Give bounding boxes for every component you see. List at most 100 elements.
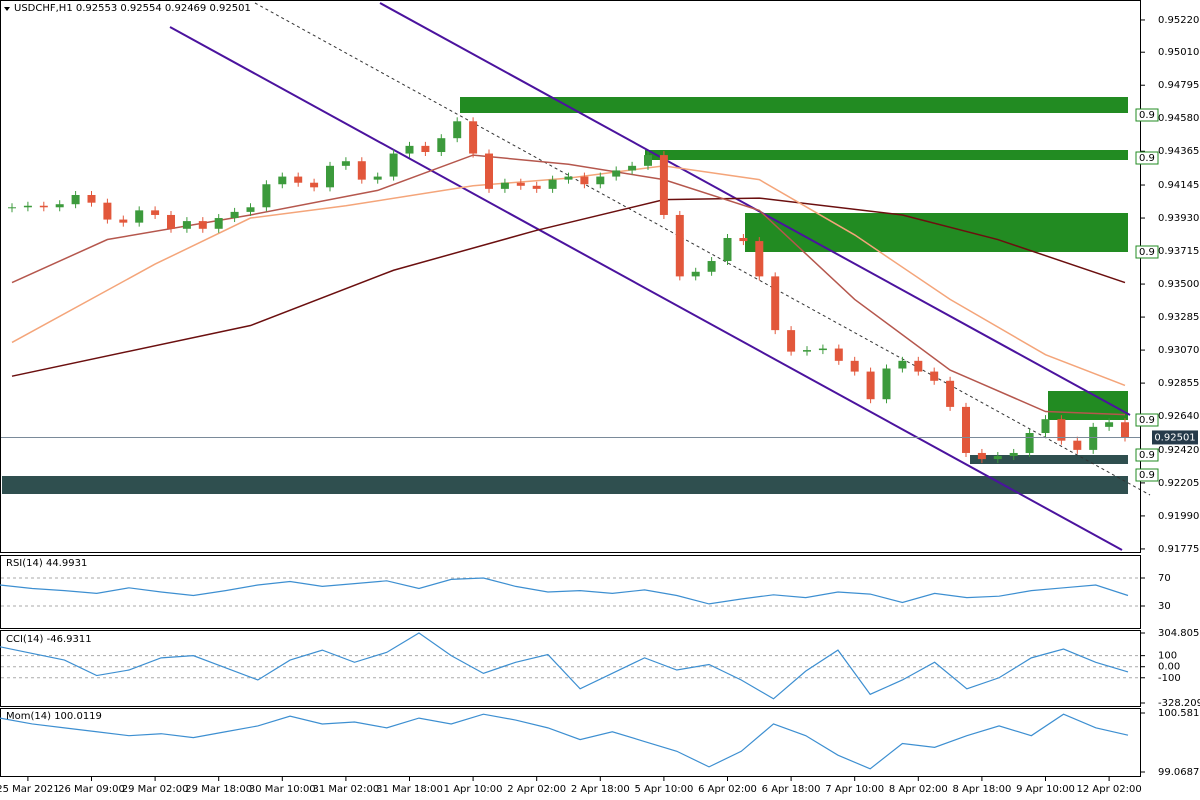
candle	[707, 261, 716, 272]
y-tick-label: 99.0687	[1158, 767, 1199, 778]
x-tick-label: 12 Apr 02:00	[1076, 784, 1141, 795]
channel-midline	[254, 2, 1151, 496]
y-tick-label: 0.95010	[1158, 47, 1199, 58]
y-tick-label: 0.00	[1158, 662, 1180, 673]
x-tick-label: 25 Mar 2021	[0, 784, 60, 795]
x-tick-label: 29 Mar 02:00	[122, 784, 189, 795]
level-tag: 0.9	[1139, 247, 1155, 258]
y-tick-label: -100	[1158, 673, 1181, 684]
candle	[55, 204, 64, 208]
candle	[914, 360, 923, 372]
candle	[1009, 452, 1018, 457]
y-tick-label: 0.95220	[1158, 15, 1199, 26]
candle	[389, 153, 398, 177]
candle	[230, 211, 239, 219]
candle	[278, 176, 287, 185]
indicator-line	[0, 713, 1129, 770]
zone	[645, 150, 1128, 160]
level-tag: 0.9	[1139, 110, 1155, 121]
candle	[834, 348, 843, 361]
x-tick-label: 5 Apr 10:00	[634, 784, 693, 795]
candle	[8, 207, 16, 209]
candle	[675, 214, 684, 277]
candle	[548, 179, 557, 189]
zone	[970, 455, 1128, 464]
candle	[469, 121, 478, 154]
candle	[500, 182, 509, 189]
y-tick-label: 0.93715	[1158, 246, 1199, 257]
candle	[246, 207, 255, 212]
mom-frame	[0, 708, 1141, 777]
panel-title: CCI(14) -46.9311	[6, 634, 92, 645]
candle	[898, 360, 907, 369]
y-tick-label: 0.92420	[1158, 445, 1199, 456]
indicator-line	[0, 632, 1129, 700]
candle	[453, 121, 462, 139]
panel-title: USDCHF,H1 0.92553 0.92554 0.92469 0.9250…	[14, 3, 251, 14]
y-tick-label: 0.94145	[1158, 180, 1199, 191]
y-tick-label: 0.93070	[1158, 345, 1199, 356]
y-tick-label: 70	[1158, 573, 1171, 584]
candle	[357, 161, 366, 180]
candle	[1041, 419, 1050, 434]
candle	[310, 182, 319, 188]
x-tick-label: 6 Apr 02:00	[698, 784, 757, 795]
x-tick-label: 1 Apr 10:00	[444, 784, 503, 795]
candle	[39, 205, 48, 208]
level-tag: 0.9	[1139, 450, 1155, 461]
panel-title: Mom(14) 100.0119	[6, 711, 102, 722]
candle	[167, 214, 175, 229]
candle	[691, 271, 700, 277]
candle	[214, 218, 223, 229]
level-tag-box	[1135, 448, 1159, 462]
level-tag: 0.9	[1139, 415, 1155, 426]
x-tick-label: 9 Apr 10:00	[1016, 784, 1075, 795]
candle	[326, 165, 334, 188]
candle	[421, 145, 430, 153]
y-tick-label: 0.91990	[1158, 511, 1199, 522]
candle	[1073, 440, 1082, 450]
x-tick-label: 6 Apr 18:00	[762, 784, 821, 795]
level-tag: 0.9	[1139, 153, 1155, 164]
candle	[23, 205, 32, 208]
candle	[1089, 426, 1098, 450]
x-tick-label: 2 Apr 18:00	[571, 784, 630, 795]
candle	[962, 406, 970, 453]
y-tick-label: 0.93285	[1158, 312, 1199, 323]
candle	[341, 161, 350, 166]
candle	[485, 153, 493, 189]
current-price-box	[1152, 430, 1198, 445]
zone	[745, 213, 1128, 252]
candle	[516, 182, 525, 186]
candle	[1057, 419, 1066, 441]
candle	[1025, 433, 1034, 453]
cci-frame	[0, 630, 1141, 707]
x-tick-label: 31 Mar 02:00	[313, 784, 380, 795]
drawings	[2, 2, 1151, 551]
candle	[946, 380, 955, 407]
candle	[612, 170, 621, 177]
level-tag-box	[1135, 245, 1159, 259]
x-tick-label: 7 Apr 10:00	[825, 784, 884, 795]
candle	[882, 368, 891, 400]
candle	[771, 276, 780, 331]
candle	[787, 330, 796, 352]
y-tick-label: 0.93500	[1158, 279, 1199, 290]
indicator-line	[0, 577, 1129, 605]
y-tick-label: 100.581	[1158, 708, 1199, 719]
y-tick-label: 0.92855	[1158, 378, 1199, 389]
candle	[628, 165, 637, 171]
y-tick-label: 0.94795	[1158, 80, 1199, 91]
y-tick-label: 304.8055	[1158, 628, 1200, 639]
candle	[644, 155, 652, 166]
candle	[596, 176, 605, 185]
x-tick-label: 30 Mar 10:00	[249, 784, 316, 795]
candle	[818, 348, 827, 351]
candle	[198, 221, 207, 229]
collapse-icon[interactable]	[4, 7, 10, 11]
level-tag: 0.9	[1139, 470, 1155, 481]
candle	[930, 371, 939, 381]
y-tick-label: -328.2097	[1158, 698, 1200, 709]
x-tick-label: 26 Mar 09:00	[58, 784, 125, 795]
